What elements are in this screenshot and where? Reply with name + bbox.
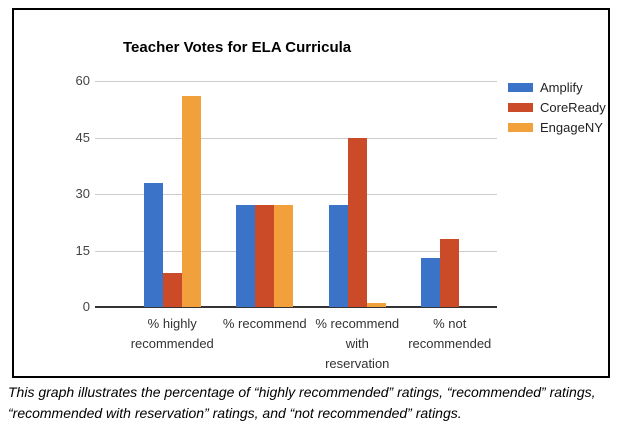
bar-engageny-0	[181, 96, 201, 307]
bar-engageny-1	[274, 205, 294, 307]
chart-container[interactable]: Teacher Votes for ELA Curricula 0 15 30 45 6…	[12, 8, 610, 378]
legend-swatch-amplify	[508, 83, 533, 92]
chart-title: Teacher Votes for ELA Curricula	[123, 39, 352, 56]
legend-swatch-engageny	[508, 123, 533, 132]
bar-group-0	[126, 81, 219, 307]
bar-amplify-0	[143, 182, 163, 307]
caption-text: This graph illustrates the percentage of…	[8, 384, 596, 421]
legend-item-engageny: EngageNY	[508, 120, 606, 135]
legend-item-coreready: CoreReady	[508, 100, 606, 115]
gridlines	[95, 81, 497, 307]
legend: Amplify CoreReady EngageNY	[508, 80, 606, 140]
legend-label-amplify: Amplify	[540, 80, 583, 95]
x-axis-labels: % highly recommended % recommend % recomme…	[126, 314, 496, 374]
bar-amplify-2	[328, 205, 348, 307]
x-tick-label-2: % recommend with reservation	[315, 316, 400, 371]
x-tick-label-3: % not recommended	[408, 316, 492, 351]
x-axis-line	[95, 306, 497, 308]
legend-label-engageny: EngageNY	[540, 120, 603, 135]
bar-group-3	[404, 81, 497, 307]
bar-engageny-2	[366, 303, 386, 307]
y-axis-labels: 0 15 30 45 60	[14, 73, 90, 314]
x-tick-label-0: % highly recommended	[130, 316, 214, 351]
x-tick-label-1: % recommend	[222, 316, 307, 331]
bar-group-2	[311, 81, 404, 307]
bar-coreready-2	[347, 137, 367, 307]
gridline-15	[95, 250, 497, 252]
bar-amplify-1	[236, 205, 256, 307]
legend-swatch-coreready	[508, 103, 533, 112]
bar-coreready-0	[162, 273, 182, 307]
bar-groups	[126, 81, 496, 307]
y-tick-label-30: 30	[75, 186, 90, 201]
y-tick-label-45: 45	[75, 129, 90, 145]
plot-area	[95, 81, 497, 308]
y-tick-label-60: 60	[75, 73, 90, 88]
gridline-45	[95, 137, 497, 139]
bar-group-1	[219, 81, 312, 307]
gridline-30	[95, 194, 497, 195]
bar-amplify-3	[421, 258, 441, 307]
bar-coreready-3	[440, 239, 460, 307]
y-tick-label-15: 15	[75, 242, 90, 258]
bar-coreready-1	[255, 205, 275, 307]
legend-label-coreready: CoreReady	[540, 100, 606, 115]
y-tick-label-0: 0	[82, 299, 90, 314]
legend-item-amplify: Amplify	[508, 80, 606, 95]
gridline-60	[95, 81, 497, 82]
